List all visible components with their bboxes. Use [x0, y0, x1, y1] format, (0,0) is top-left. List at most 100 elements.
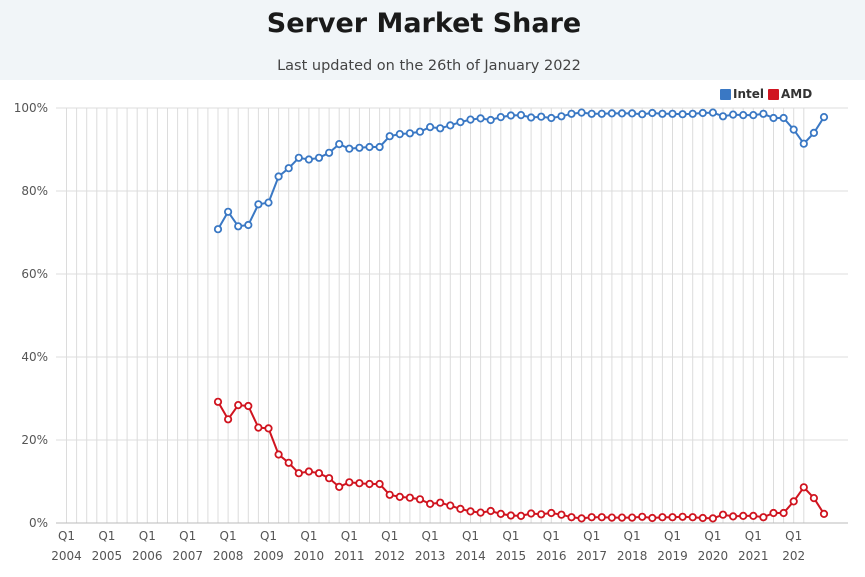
data-point-intel [638, 110, 647, 119]
data-point-amd [668, 513, 677, 522]
data-point-intel [405, 129, 414, 138]
data-point-intel [819, 112, 829, 122]
data-point-intel [244, 220, 253, 230]
data-point-intel [486, 115, 495, 125]
data-point-amd [799, 483, 808, 492]
data-point-amd [234, 400, 243, 410]
legend-item-intel[interactable]: Intel [720, 87, 764, 101]
x-tick-label-quarter: Q1 [139, 529, 156, 543]
data-point-intel [456, 117, 465, 127]
data-point-intel [314, 153, 324, 162]
x-tick-label-quarter: Q1 [624, 529, 641, 543]
data-point-intel [789, 125, 798, 134]
data-point-amd [254, 423, 263, 432]
x-tick-label-year: 2018 [617, 549, 648, 563]
data-point-amd [385, 490, 394, 499]
data-point-amd [607, 513, 617, 522]
data-point-amd [324, 474, 334, 483]
y-tick-label: 0% [29, 516, 48, 530]
x-tick-label-year: 2013 [415, 549, 446, 563]
data-point-amd [537, 510, 546, 519]
data-point-intel [739, 110, 748, 120]
y-tick-label: 80% [21, 184, 48, 198]
data-point-intel [446, 121, 455, 130]
data-point-intel [274, 172, 283, 181]
legend-swatch-intel [720, 88, 731, 100]
chart-subtitle: Last updated on the 26th of January 2022 [277, 58, 581, 74]
data-point-amd [466, 507, 475, 516]
x-tick-label-quarter: Q1 [583, 529, 600, 543]
data-point-amd [476, 508, 485, 517]
x-tick-label-year: 2006 [132, 549, 163, 563]
x-tick-label-quarter: Q1 [745, 529, 762, 543]
x-tick-label-quarter: Q1 [462, 529, 479, 543]
data-point-amd [365, 479, 374, 489]
x-tick-label-quarter: Q1 [300, 529, 317, 543]
x-tick-label-quarter: Q1 [422, 529, 439, 543]
data-point-intel [345, 144, 354, 153]
data-point-amd [355, 479, 364, 488]
series-intel [213, 108, 829, 234]
data-point-amd [304, 467, 313, 476]
data-point-amd [415, 495, 425, 504]
x-tick-label-quarter: Q1 [220, 529, 237, 543]
data-point-amd [224, 415, 233, 424]
data-point-amd [698, 513, 707, 523]
series-amd [213, 397, 829, 523]
data-point-intel [658, 109, 667, 118]
legend-item-amd[interactable]: AMD [768, 87, 812, 101]
legend-swatch-amd [768, 88, 779, 100]
data-point-amd [749, 511, 758, 520]
data-point-amd [739, 511, 748, 520]
data-point-intel [678, 110, 687, 119]
data-point-amd [708, 514, 718, 523]
data-point-amd [597, 513, 606, 522]
x-tick-label-year: 2008 [213, 549, 244, 563]
data-point-intel [648, 108, 657, 118]
data-point-intel [688, 109, 697, 118]
x-tick-label-year: 2016 [536, 549, 567, 563]
data-point-amd [547, 508, 556, 518]
x-tick-label-quarter: Q1 [260, 529, 277, 543]
data-point-amd [819, 509, 829, 518]
x-tick-label-quarter: Q1 [543, 529, 560, 543]
data-point-amd [809, 493, 819, 503]
x-tick-label-year: 2004 [51, 549, 82, 563]
data-point-intel [496, 112, 505, 122]
x-tick-label-quarter: Q1 [341, 529, 358, 543]
data-point-intel [436, 124, 445, 133]
x-tick-label-quarter: Q1 [664, 529, 681, 543]
data-point-amd [405, 493, 414, 502]
data-point-amd [496, 509, 505, 518]
data-point-intel [547, 113, 556, 123]
data-point-intel [466, 115, 475, 124]
data-point-intel [779, 113, 788, 123]
data-point-intel [213, 225, 223, 234]
x-tick-label-quarter: Q1 [98, 529, 115, 543]
data-point-intel [759, 109, 768, 118]
data-point-amd [577, 514, 586, 523]
data-point-amd [213, 397, 223, 406]
data-point-intel [516, 110, 526, 120]
data-point-intel [749, 110, 758, 120]
data-point-intel [395, 129, 404, 139]
data-point-intel [708, 108, 718, 117]
x-tick-label-quarter: Q1 [381, 529, 398, 543]
x-tick-label-year: 2005 [92, 549, 123, 563]
data-point-amd [335, 482, 344, 491]
data-point-intel [728, 110, 738, 119]
data-point-amd [375, 479, 384, 489]
data-point-intel [557, 112, 566, 121]
data-point-intel [415, 127, 425, 136]
data-point-intel [375, 142, 384, 152]
x-tick-label-year: 202 [782, 549, 805, 563]
data-point-intel [607, 109, 617, 118]
data-point-amd [274, 450, 283, 459]
data-point-intel [587, 109, 596, 118]
data-point-amd [264, 424, 273, 433]
data-point-intel [567, 109, 576, 118]
chart-title: Server Market Share [266, 8, 582, 39]
x-tick-label-year: 2014 [455, 549, 486, 563]
data-point-intel [668, 109, 677, 118]
data-point-amd [648, 513, 657, 523]
